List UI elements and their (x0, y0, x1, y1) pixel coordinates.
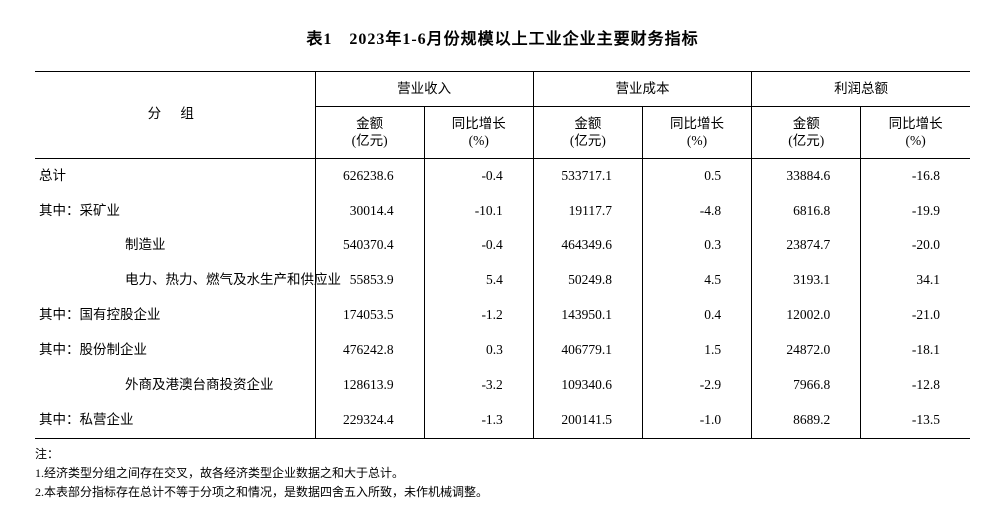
cell-rev_amt: 229324.4 (315, 403, 424, 438)
cell-rev_g: -1.3 (424, 403, 533, 438)
cell-rev_amt: 476242.8 (315, 333, 424, 368)
cell-cost_amt: 50249.8 (533, 263, 642, 298)
header-prof-amt: 金额(亿元) (752, 106, 861, 158)
cell-cost_amt: 533717.1 (533, 158, 642, 193)
cell-prof_g: 34.1 (861, 263, 970, 298)
cell-rev_g: -1.2 (424, 298, 533, 333)
table-row: 外商及港澳台商投资企业128613.9-3.2109340.6-2.97966.… (35, 368, 970, 403)
cell-prof_g: -16.8 (861, 158, 970, 193)
header-rev-g: 同比增长(%) (424, 106, 533, 158)
cell-cost_g: 0.3 (642, 228, 751, 263)
row-label: 其中：私营企业 (35, 403, 315, 438)
cell-rev_g: 0.3 (424, 333, 533, 368)
header-cost: 营业成本 (533, 72, 751, 107)
cell-cost_amt: 464349.6 (533, 228, 642, 263)
row-label: 制造业 (35, 228, 315, 263)
table-row: 其中：私营企业229324.4-1.3200141.5-1.08689.2-13… (35, 403, 970, 438)
footnote-head: 注： (35, 445, 970, 464)
row-label: 外商及港澳台商投资企业 (35, 368, 315, 403)
cell-cost_g: -2.9 (642, 368, 751, 403)
cell-prof_g: -20.0 (861, 228, 970, 263)
financial-table: 分 组 营业收入 营业成本 利润总额 金额(亿元) 同比增长(%) 金额(亿元)… (35, 71, 970, 439)
cell-cost_g: -1.0 (642, 403, 751, 438)
table-row: 制造业540370.4-0.4464349.60.323874.7-20.0 (35, 228, 970, 263)
cell-cost_amt: 406779.1 (533, 333, 642, 368)
table-row: 电力、热力、燃气及水生产和供应业55853.95.450249.84.53193… (35, 263, 970, 298)
header-revenue: 营业收入 (315, 72, 533, 107)
cell-prof_g: -21.0 (861, 298, 970, 333)
cell-rev_g: -10.1 (424, 194, 533, 229)
row-label: 其中：采矿业 (35, 194, 315, 229)
header-prof-g: 同比增长(%) (861, 106, 970, 158)
footnote-line: 2.本表部分指标存在总计不等于分项之和情况，是数据四舍五入所致，未作机械调整。 (35, 483, 970, 502)
footnote-line: 1.经济类型分组之间存在交叉，故各经济类型企业数据之和大于总计。 (35, 464, 970, 483)
cell-cost_g: 0.4 (642, 298, 751, 333)
table-row: 其中：国有控股企业174053.5-1.2143950.10.412002.0-… (35, 298, 970, 333)
table-body: 总计626238.6-0.4533717.10.533884.6-16.8其中：… (35, 158, 970, 438)
cell-rev_amt: 626238.6 (315, 158, 424, 193)
cell-cost_g: 4.5 (642, 263, 751, 298)
cell-cost_g: -4.8 (642, 194, 751, 229)
cell-prof_amt: 7966.8 (752, 368, 861, 403)
cell-rev_g: 5.4 (424, 263, 533, 298)
header-rev-amt: 金额(亿元) (315, 106, 424, 158)
header-cost-amt: 金额(亿元) (533, 106, 642, 158)
header-cost-g: 同比增长(%) (642, 106, 751, 158)
cell-prof_amt: 6816.8 (752, 194, 861, 229)
table-row: 总计626238.6-0.4533717.10.533884.6-16.8 (35, 158, 970, 193)
cell-cost_g: 0.5 (642, 158, 751, 193)
cell-prof_amt: 33884.6 (752, 158, 861, 193)
cell-prof_g: -18.1 (861, 333, 970, 368)
cell-rev_g: -0.4 (424, 158, 533, 193)
cell-prof_amt: 8689.2 (752, 403, 861, 438)
cell-rev_g: -3.2 (424, 368, 533, 403)
cell-rev_amt: 128613.9 (315, 368, 424, 403)
cell-cost_g: 1.5 (642, 333, 751, 368)
cell-prof_amt: 12002.0 (752, 298, 861, 333)
table-title: 表1 2023年1-6月份规模以上工业企业主要财务指标 (35, 25, 970, 49)
row-label: 总计 (35, 158, 315, 193)
cell-prof_amt: 3193.1 (752, 263, 861, 298)
cell-prof_g: -19.9 (861, 194, 970, 229)
header-profit: 利润总额 (752, 72, 970, 107)
header-group: 分 组 (35, 72, 315, 159)
row-label: 电力、热力、燃气及水生产和供应业 (35, 263, 315, 298)
cell-rev_amt: 540370.4 (315, 228, 424, 263)
row-label: 其中：国有控股企业 (35, 298, 315, 333)
cell-cost_amt: 143950.1 (533, 298, 642, 333)
cell-rev_amt: 174053.5 (315, 298, 424, 333)
cell-cost_amt: 200141.5 (533, 403, 642, 438)
table-row: 其中：采矿业30014.4-10.119117.7-4.86816.8-19.9 (35, 194, 970, 229)
cell-prof_g: -12.8 (861, 368, 970, 403)
cell-rev_amt: 30014.4 (315, 194, 424, 229)
cell-rev_g: -0.4 (424, 228, 533, 263)
footnotes: 注： 1.经济类型分组之间存在交叉，故各经济类型企业数据之和大于总计。 2.本表… (35, 445, 970, 503)
cell-cost_amt: 19117.7 (533, 194, 642, 229)
cell-cost_amt: 109340.6 (533, 368, 642, 403)
table-row: 其中：股份制企业476242.80.3406779.11.524872.0-18… (35, 333, 970, 368)
cell-prof_amt: 23874.7 (752, 228, 861, 263)
row-label: 其中：股份制企业 (35, 333, 315, 368)
cell-prof_amt: 24872.0 (752, 333, 861, 368)
cell-prof_g: -13.5 (861, 403, 970, 438)
